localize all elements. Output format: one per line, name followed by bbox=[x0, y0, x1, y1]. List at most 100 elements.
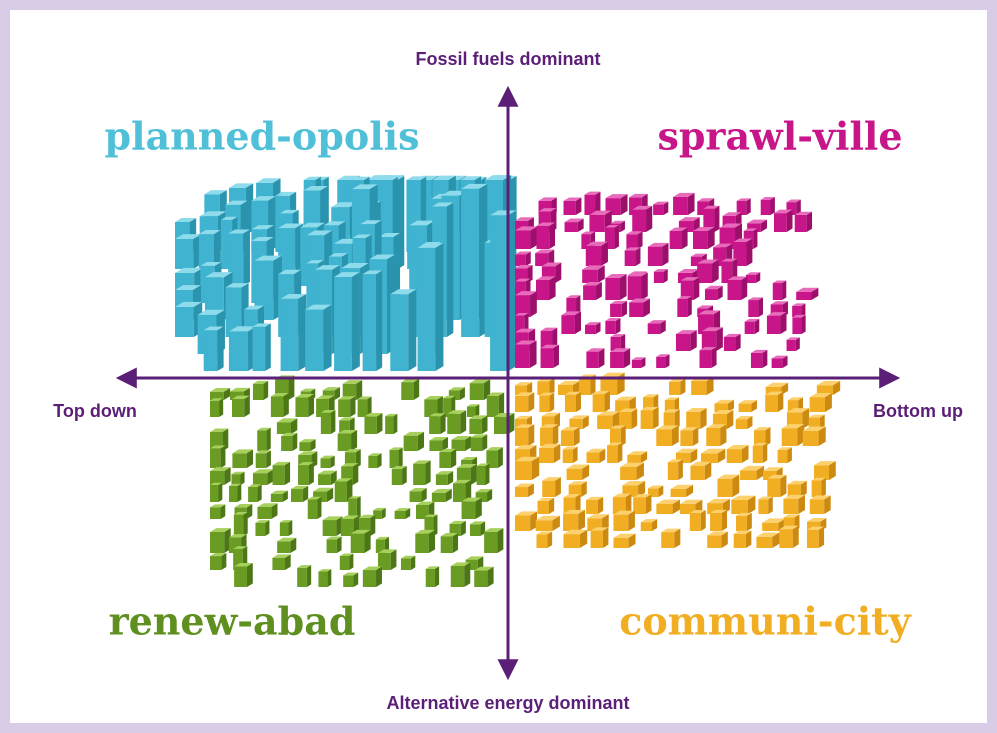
building bbox=[602, 527, 609, 548]
building bbox=[610, 334, 626, 337]
building bbox=[653, 271, 664, 283]
building bbox=[461, 188, 480, 337]
building bbox=[377, 552, 391, 570]
building bbox=[779, 529, 793, 548]
building bbox=[721, 261, 733, 283]
building bbox=[704, 285, 723, 290]
building bbox=[627, 454, 641, 463]
building bbox=[307, 496, 322, 500]
building bbox=[619, 273, 627, 300]
building bbox=[808, 417, 820, 429]
building bbox=[758, 499, 769, 514]
building bbox=[540, 348, 554, 368]
building bbox=[706, 427, 721, 446]
building bbox=[536, 222, 556, 226]
building bbox=[429, 413, 446, 417]
building bbox=[772, 280, 787, 284]
building bbox=[376, 566, 382, 587]
building bbox=[362, 566, 382, 571]
building bbox=[270, 396, 284, 417]
building bbox=[276, 422, 291, 434]
building bbox=[818, 426, 826, 446]
building bbox=[210, 528, 231, 532]
building bbox=[272, 461, 291, 466]
building bbox=[469, 524, 481, 536]
building bbox=[566, 464, 590, 469]
building bbox=[717, 448, 726, 463]
building bbox=[786, 337, 800, 340]
building bbox=[213, 229, 221, 269]
building bbox=[334, 276, 352, 371]
building bbox=[279, 209, 299, 214]
building bbox=[334, 478, 353, 482]
building bbox=[613, 537, 629, 548]
building bbox=[313, 487, 334, 492]
building bbox=[535, 249, 555, 254]
building bbox=[640, 522, 653, 531]
building bbox=[704, 461, 712, 480]
building bbox=[318, 569, 332, 572]
building bbox=[210, 391, 224, 400]
building bbox=[487, 566, 494, 587]
building bbox=[447, 410, 467, 414]
building bbox=[219, 398, 224, 417]
building bbox=[597, 496, 604, 514]
building bbox=[353, 572, 359, 587]
building bbox=[717, 285, 723, 300]
building bbox=[721, 509, 728, 531]
building bbox=[640, 519, 658, 523]
building bbox=[777, 391, 784, 412]
building bbox=[530, 511, 538, 531]
building bbox=[561, 311, 581, 316]
building bbox=[572, 446, 578, 463]
building bbox=[744, 318, 760, 322]
building bbox=[210, 445, 226, 449]
building bbox=[652, 519, 658, 531]
building bbox=[787, 397, 803, 401]
building bbox=[210, 482, 223, 485]
building bbox=[674, 397, 680, 412]
building bbox=[244, 305, 265, 310]
building bbox=[680, 430, 693, 446]
building bbox=[747, 495, 756, 514]
building bbox=[538, 197, 557, 201]
building bbox=[528, 483, 534, 497]
building bbox=[704, 289, 718, 300]
building bbox=[290, 485, 309, 490]
building bbox=[349, 553, 354, 570]
building bbox=[782, 355, 788, 368]
building bbox=[515, 230, 531, 249]
building bbox=[210, 471, 225, 485]
building bbox=[615, 317, 621, 334]
building bbox=[343, 575, 354, 587]
building bbox=[416, 504, 429, 519]
building bbox=[217, 326, 224, 371]
building bbox=[712, 259, 719, 283]
building bbox=[515, 340, 537, 345]
building bbox=[257, 430, 267, 451]
building bbox=[697, 259, 719, 264]
building bbox=[582, 464, 590, 480]
building bbox=[752, 442, 768, 446]
building bbox=[220, 445, 226, 468]
building bbox=[809, 499, 825, 514]
building bbox=[515, 415, 533, 420]
building bbox=[664, 397, 680, 400]
building bbox=[248, 486, 258, 502]
building bbox=[647, 323, 661, 334]
building bbox=[677, 298, 688, 317]
building bbox=[233, 512, 248, 515]
building bbox=[568, 481, 587, 485]
building bbox=[723, 337, 736, 351]
building bbox=[465, 435, 472, 451]
building bbox=[760, 219, 767, 232]
building bbox=[485, 463, 490, 485]
building bbox=[445, 489, 452, 502]
building bbox=[585, 241, 608, 246]
building bbox=[278, 269, 302, 275]
building bbox=[585, 325, 596, 334]
building bbox=[370, 514, 376, 536]
building bbox=[736, 515, 747, 531]
building bbox=[802, 408, 810, 429]
building bbox=[535, 520, 553, 531]
